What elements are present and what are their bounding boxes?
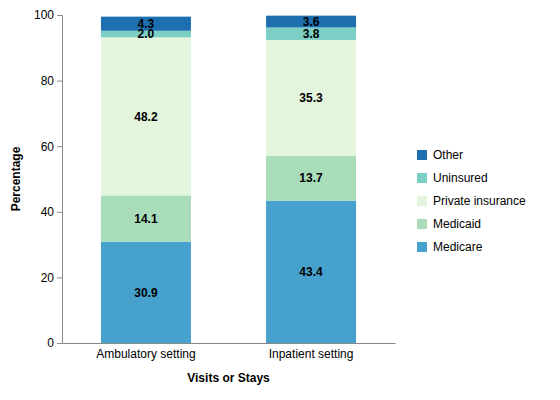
- data-labels: 30.943.414.113.748.235.32.03.84.33.6: [134, 15, 323, 300]
- tick-mark: [57, 277, 62, 278]
- data-label: 4.3: [138, 17, 155, 31]
- legend-swatch: [417, 219, 427, 229]
- legend-label: Private insurance: [433, 194, 526, 208]
- tick: 40: [41, 205, 62, 219]
- tick: 0: [47, 336, 62, 350]
- chart: 30.943.414.113.748.235.32.03.84.33.60204…: [0, 0, 560, 400]
- bar-segment: [101, 37, 191, 195]
- axis-line: [63, 343, 396, 344]
- tick-label: 100: [34, 8, 54, 22]
- y-axis-title: Percentage: [9, 146, 23, 211]
- bars: [101, 16, 356, 343]
- legend-label: Uninsured: [433, 171, 488, 185]
- tick-label: 0: [47, 336, 54, 350]
- tick-mark: [57, 146, 62, 147]
- axis-line: [57, 16, 63, 344]
- tick: 20: [41, 271, 62, 285]
- x-axis: Ambulatory setting Inpatient setting: [63, 343, 396, 361]
- tick: 80: [41, 74, 62, 88]
- tick-mark: [57, 15, 62, 16]
- legend-swatch: [417, 196, 427, 206]
- legend-label: Medicare: [433, 240, 483, 254]
- legend-label: Medicaid: [433, 217, 481, 231]
- legend-swatch: [417, 150, 427, 160]
- data-label: 3.6: [303, 15, 320, 29]
- bar-segment: [101, 242, 191, 343]
- x-axis-title: Visits or Stays: [187, 371, 270, 385]
- legend: Other Uninsured Private insurance Medicaid M…: [417, 148, 526, 254]
- tick-mark: [57, 343, 62, 344]
- tick: 100: [34, 8, 62, 22]
- tick: Inpatient setting: [269, 343, 354, 361]
- data-label: 48.2: [134, 110, 158, 124]
- bar-segment: [266, 156, 356, 201]
- tick-label: Inpatient setting: [269, 347, 354, 361]
- data-label: 14.1: [134, 212, 158, 226]
- data-label: 35.3: [299, 91, 323, 105]
- data-label: 30.9: [134, 286, 158, 300]
- data-label: 3.8: [303, 27, 320, 41]
- bar-segment: [101, 195, 191, 241]
- data-label: 13.7: [299, 171, 323, 185]
- bar-segment: [266, 27, 356, 39]
- tick-label: 60: [41, 140, 55, 154]
- bar-segment: [101, 17, 191, 31]
- tick-label: 40: [41, 205, 55, 219]
- tick-label: 80: [41, 74, 55, 88]
- tick-mark: [57, 81, 62, 82]
- tick: 60: [41, 140, 62, 154]
- legend-label: Other: [433, 148, 463, 162]
- legend-swatch: [417, 242, 427, 252]
- bar-segment: [266, 201, 356, 343]
- tick-label: 20: [41, 271, 55, 285]
- tick: Ambulatory setting: [96, 343, 195, 361]
- tick-label: Ambulatory setting: [96, 347, 195, 361]
- data-label: 43.4: [299, 265, 323, 279]
- bar-segment: [266, 40, 356, 156]
- tick-mark: [57, 212, 62, 213]
- legend-swatch: [417, 173, 427, 183]
- y-axis: 0 20 40 60 80 100: [34, 8, 63, 350]
